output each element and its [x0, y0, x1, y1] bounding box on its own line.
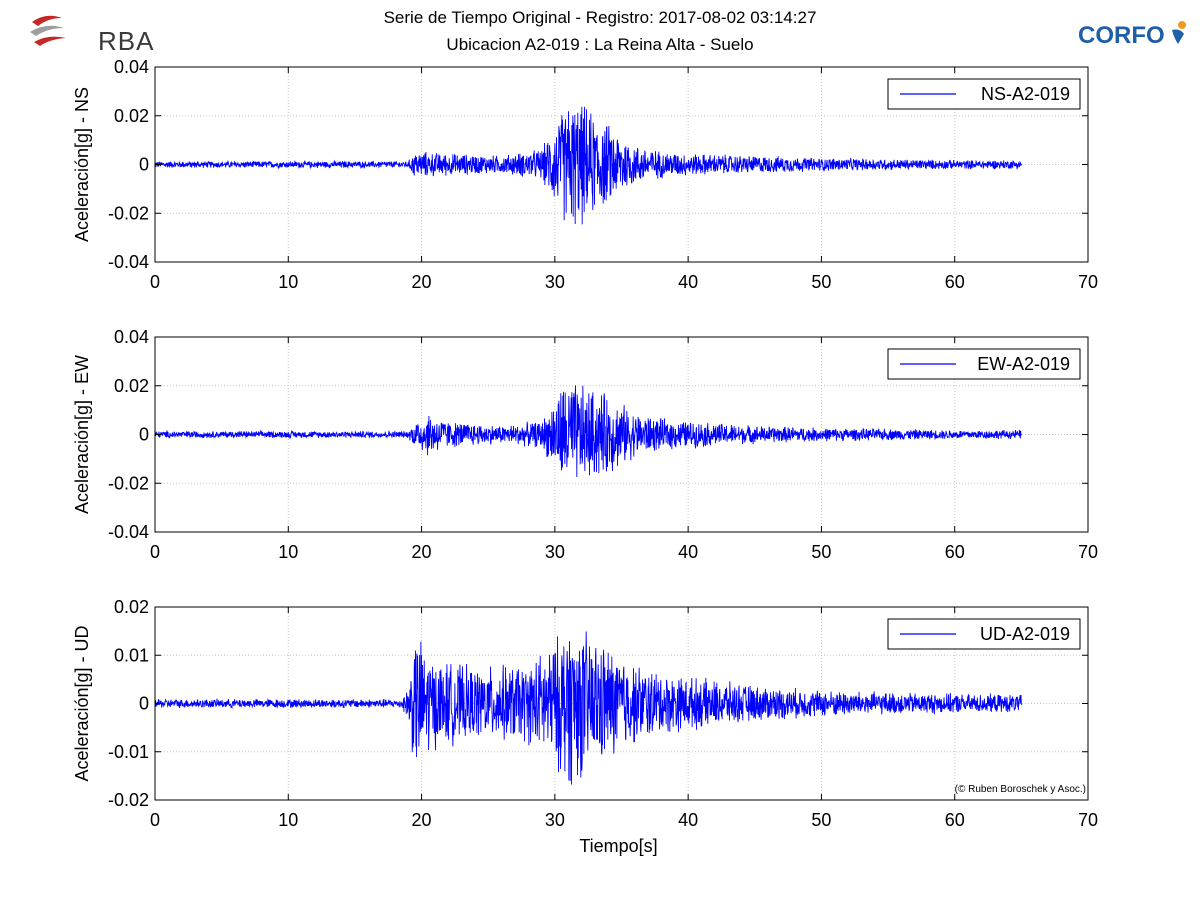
x-tick-label: 20	[412, 542, 432, 562]
x-tick-label: 20	[412, 272, 432, 292]
y-tick-label: 0.02	[114, 597, 149, 617]
y-tick-label: -0.04	[108, 522, 149, 542]
x-tick-label: 50	[811, 810, 831, 830]
x-tick-label: 60	[945, 542, 965, 562]
y-tick-label: 0.01	[114, 645, 149, 665]
y-axis-label: Aceleración[g] - EW	[72, 355, 92, 514]
y-tick-label: -0.02	[108, 790, 149, 810]
x-tick-label: 70	[1078, 542, 1098, 562]
y-tick-label: 0.04	[114, 57, 149, 77]
legend-label: UD-A2-019	[980, 624, 1070, 644]
series-line-ns-a2-019	[154, 106, 1022, 225]
x-tick-label: 30	[545, 810, 565, 830]
rba-swoosh-icon	[30, 15, 66, 46]
x-tick-label: 50	[811, 272, 831, 292]
x-axis-label: Tiempo[s]	[579, 836, 657, 856]
y-axis-label: Aceleración[g] - NS	[72, 87, 92, 242]
y-tick-label: -0.02	[108, 473, 149, 493]
series-line-ew-a2-019	[154, 385, 1022, 478]
figure-title: Serie de Tiempo Original - Registro: 201…	[383, 8, 817, 27]
series-line-ud-a2-019	[154, 631, 1022, 785]
x-tick-label: 60	[945, 272, 965, 292]
corfo-logo: CORFO	[1078, 21, 1190, 52]
x-tick-label: 0	[150, 810, 160, 830]
rba-logo: RBA	[28, 12, 153, 56]
x-tick-label: 10	[278, 810, 298, 830]
x-tick-label: 30	[545, 272, 565, 292]
x-tick-label: 10	[278, 542, 298, 562]
y-axis-label: Aceleración[g] - UD	[72, 625, 92, 781]
copyright-note: (© Ruben Boroschek y Asoc.)	[954, 784, 1086, 795]
figure-subtitle: Ubicacion A2-019 : La Reina Alta - Suelo	[446, 35, 754, 54]
corfo-logo-text: CORFO	[1078, 22, 1165, 49]
y-tick-label: 0.02	[114, 376, 149, 396]
y-tick-label: -0.01	[108, 742, 149, 762]
corfo-figure-icon	[1172, 21, 1186, 44]
x-tick-label: 10	[278, 272, 298, 292]
x-tick-label: 40	[678, 542, 698, 562]
x-tick-label: 40	[678, 272, 698, 292]
x-tick-label: 40	[678, 810, 698, 830]
x-tick-label: 30	[545, 542, 565, 562]
x-tick-label: 50	[811, 542, 831, 562]
y-tick-label: 0	[139, 155, 149, 175]
y-tick-label: 0	[139, 425, 149, 445]
x-tick-label: 60	[945, 810, 965, 830]
y-tick-label: -0.04	[108, 252, 149, 272]
y-tick-label: -0.02	[108, 203, 149, 223]
chart-panel-ud: 0 10 20 30 40 50 60 70 -0.02 -0.01 0 0.01 0.02 Aceler…	[72, 597, 1098, 856]
x-tick-label: 20	[412, 810, 432, 830]
x-tick-label: 70	[1078, 810, 1098, 830]
legend-label: NS-A2-019	[981, 84, 1070, 104]
x-tick-label: 70	[1078, 272, 1098, 292]
legend-label: EW-A2-019	[977, 354, 1070, 374]
x-tick-label: 0	[150, 542, 160, 562]
y-tick-label: 0.02	[114, 106, 149, 126]
y-tick-label: 0.04	[114, 327, 149, 347]
chart-panel-ns: 0 10 20 30 40 50 60 70 -0.04 -0.02 0 0.02 0.04 Aceler…	[72, 57, 1098, 292]
chart-panel-ew: 0 10 20 30 40 50 60 70 -0.04 -0.02 0 0.02 0.04 Aceler…	[72, 327, 1098, 562]
x-tick-label: 0	[150, 272, 160, 292]
y-tick-label: 0	[139, 694, 149, 714]
rba-logo-text: RBA	[98, 26, 155, 56]
